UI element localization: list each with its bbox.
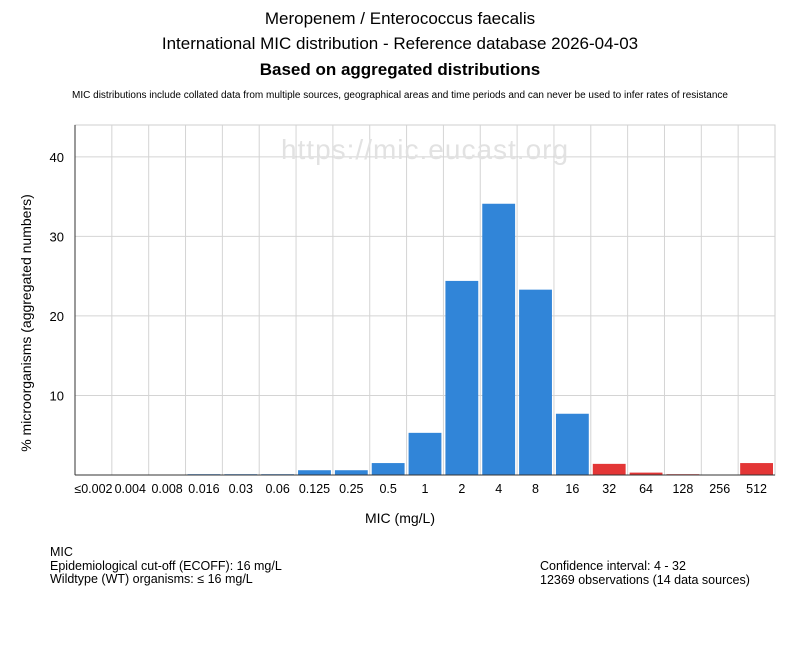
y-tick-label: 30	[50, 229, 64, 244]
chart-subtitle: International MIC distribution - Referen…	[161, 34, 639, 53]
x-tick-label: 1	[422, 482, 429, 496]
x-tick-label: 128	[672, 482, 693, 496]
y-tick-label: 10	[50, 388, 64, 403]
x-tick-label: 16	[565, 482, 579, 496]
bar-0.125	[298, 470, 331, 475]
footer-ecoff: Epidemiological cut-off (ECOFF): 16 mg/L	[50, 558, 282, 573]
bar-16	[555, 413, 589, 475]
x-tick-label: 0.03	[229, 482, 253, 496]
x-tick-label: 0.008	[151, 482, 182, 496]
footer-mic-label: MIC	[50, 545, 73, 559]
bar-1	[408, 432, 442, 475]
x-tick-label: 0.125	[299, 482, 330, 496]
y-tick-label: 20	[50, 309, 64, 324]
bar-32	[592, 463, 626, 475]
footer-left: MIC Epidemiological cut-off (ECOFF): 16 …	[50, 545, 282, 587]
bar-8	[519, 289, 552, 475]
disclaimer-text: MIC distributions include collated data …	[72, 90, 728, 101]
x-tick-label: 0.5	[379, 482, 396, 496]
bar-2	[445, 280, 479, 475]
chart-subtitle-bold: Based on aggregated distributions	[259, 60, 541, 79]
y-axis-title: % microorganisms (aggregated numbers)	[18, 194, 34, 452]
footer-wildtype: Wildtype (WT) organisms: ≤ 16 mg/L	[50, 572, 253, 586]
x-tick-label: 0.06	[265, 482, 289, 496]
footer-right: Confidence interval: 4 - 32 12369 observ…	[540, 559, 750, 587]
x-tick-label: 0.25	[339, 482, 363, 496]
x-tick-label: 8	[532, 482, 539, 496]
bar-0.25	[334, 470, 368, 475]
footer-confidence-interval: Confidence interval: 4 - 32	[540, 559, 686, 573]
watermark-text: https://mic.eucast.org	[281, 134, 569, 165]
x-axis-title: MIC (mg/L)	[365, 510, 435, 526]
bar-64	[629, 472, 663, 475]
x-tick-label: 64	[639, 482, 653, 496]
x-tick-label: 0.004	[115, 482, 146, 496]
x-tick-label: 512	[746, 482, 767, 496]
x-tick-label: 2	[458, 482, 465, 496]
y-tick-label: 40	[50, 150, 64, 165]
x-tick-label: 32	[602, 482, 616, 496]
x-tick-label: 4	[495, 482, 502, 496]
x-tick-label: 0.016	[188, 482, 219, 496]
x-tick-label: 256	[709, 482, 730, 496]
bar-512	[740, 463, 773, 475]
chart-title: Meropenem / Enterococcus faecalis	[264, 9, 536, 28]
footer-observations: 12369 observations (14 data sources)	[540, 572, 750, 587]
x-tick-label: ≤0.002	[74, 482, 112, 496]
plot-area	[74, 124, 776, 476]
bar-0.5	[371, 463, 405, 475]
bar-4	[482, 203, 516, 475]
